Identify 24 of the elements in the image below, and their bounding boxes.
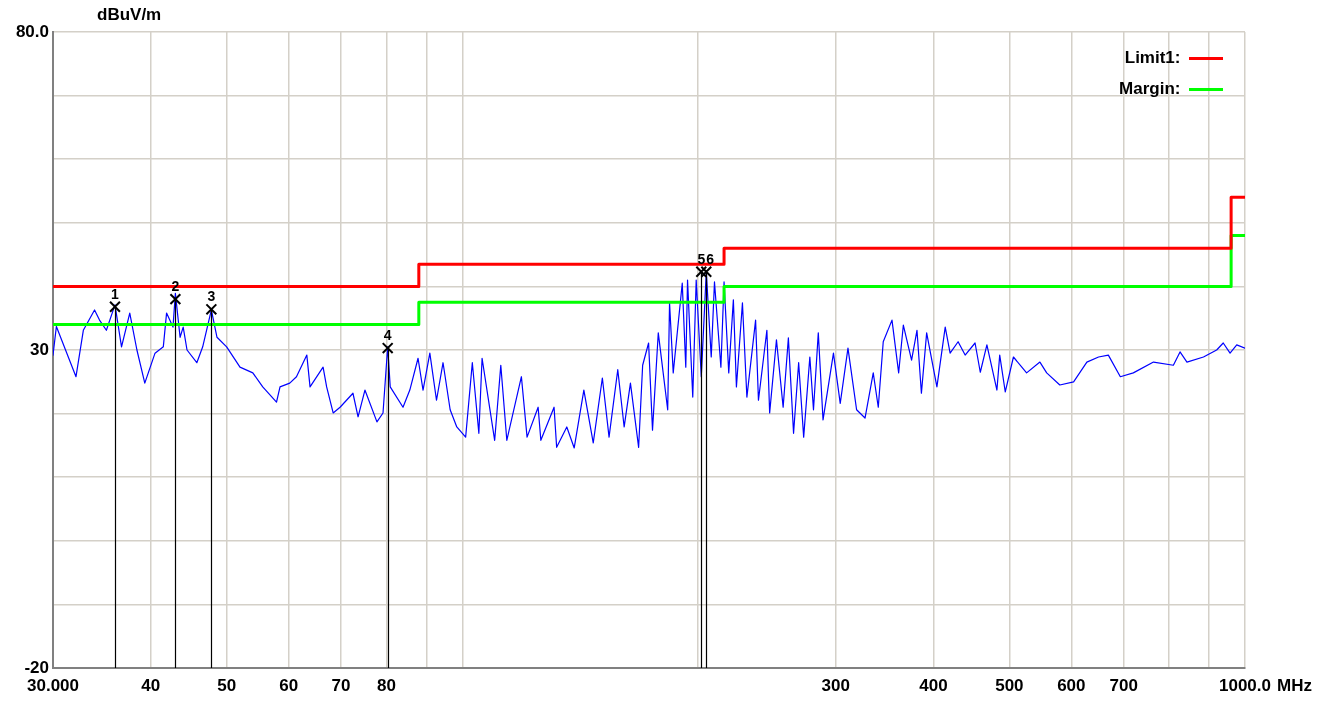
legend-label: Margin: <box>1119 79 1181 99</box>
annotation: 5 <box>697 250 706 267</box>
x-tick-label: 70 <box>331 675 351 695</box>
annotation: 6 <box>706 250 715 267</box>
y-tick-label: -20 <box>24 657 49 677</box>
x-tick-label: 40 <box>141 675 161 695</box>
x-axis-title: MHz <box>1277 675 1312 695</box>
x-tick-label: 1000.0 <box>1219 675 1271 695</box>
x-tick-label: 30.000 <box>27 675 79 695</box>
legend-label: Limit1: <box>1124 48 1181 68</box>
x-tick-label: 50 <box>217 675 237 695</box>
x-tick-label: 60 <box>279 675 299 695</box>
y-tick-label: 80.0 <box>15 21 49 41</box>
x-tick-label: 300 <box>821 675 850 695</box>
annotation: 3 <box>207 288 216 305</box>
annotation: 4 <box>383 327 392 344</box>
y-axis-title: dBuV/m <box>97 4 162 24</box>
x-tick-label: 400 <box>919 675 948 695</box>
x-tick-label: 500 <box>995 675 1024 695</box>
x-tick-label: 80 <box>376 675 396 695</box>
y-tick-label: 30 <box>30 339 49 359</box>
annotation: 1 <box>111 285 120 302</box>
x-tick-label: 600 <box>1057 675 1086 695</box>
x-tick-label: 700 <box>1109 675 1138 695</box>
